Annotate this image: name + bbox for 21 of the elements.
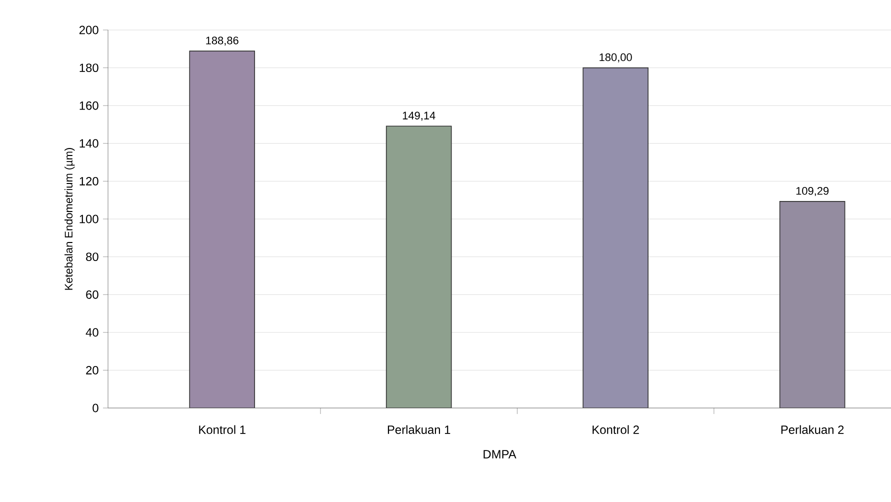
- y-tick-label: 160: [80, 101, 98, 110]
- y-tick-label: 120: [80, 176, 98, 186]
- y-tick-label: 80: [86, 252, 98, 262]
- y-tick-label: 20: [86, 366, 98, 374]
- y-tick-label: 100: [80, 214, 98, 224]
- data-label: 180,00: [600, 53, 632, 62]
- x-tick-label: Kontrol 1: [199, 425, 246, 434]
- y-tick-label: 0: [92, 404, 98, 412]
- x-tick-label: Kontrol 2: [592, 425, 639, 434]
- data-label: 149,14: [402, 112, 436, 121]
- y-tick-label: 40: [86, 328, 98, 337]
- y-tick-label: 140: [80, 139, 98, 148]
- data-label: 188,86: [206, 36, 238, 46]
- y-tick-label: 60: [86, 290, 98, 299]
- x-tick-label: Perlakuan 1: [388, 425, 450, 434]
- y-tick-label: 200: [79, 26, 98, 34]
- x-axis-title: DMPA: [484, 450, 516, 458]
- x-tick-label: Perlakuan 2: [781, 425, 844, 434]
- y-tick-label: 180: [80, 64, 98, 72]
- data-label: 109,29: [796, 187, 829, 196]
- y-axis-title: Ketebalan Endometrium (µm): [64, 148, 75, 290]
